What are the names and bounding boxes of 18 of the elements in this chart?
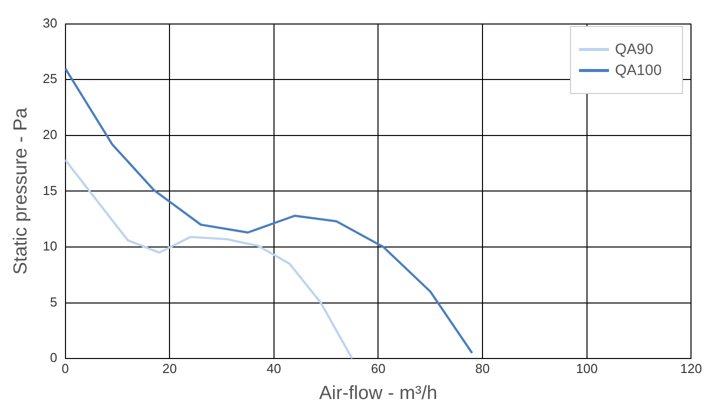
y-tick-label: 0 bbox=[50, 350, 58, 366]
legend-label: QA100 bbox=[615, 62, 662, 79]
x-tick-label: 20 bbox=[162, 360, 177, 376]
y-tick-label: 10 bbox=[42, 238, 58, 254]
y-tick-label: 25 bbox=[42, 71, 58, 86]
y-tick-label: 15 bbox=[42, 182, 58, 198]
x-tick-label: 40 bbox=[266, 360, 282, 376]
x-tick-label: 0 bbox=[62, 360, 69, 376]
y-axis-title: Static pressure - Pa bbox=[10, 107, 32, 275]
y-tick-label: 20 bbox=[42, 126, 58, 142]
x-tick-label: 120 bbox=[680, 360, 702, 376]
x-axis-title: Air-flow - m³/h bbox=[319, 382, 438, 404]
y-tick-label: 5 bbox=[50, 294, 58, 310]
y-tick-label: 30 bbox=[42, 15, 58, 30]
x-tick-label: 100 bbox=[576, 360, 598, 376]
x-tick-label: 60 bbox=[370, 360, 386, 376]
x-tick-label: 80 bbox=[475, 360, 490, 376]
legend-label: QA90 bbox=[615, 41, 654, 58]
